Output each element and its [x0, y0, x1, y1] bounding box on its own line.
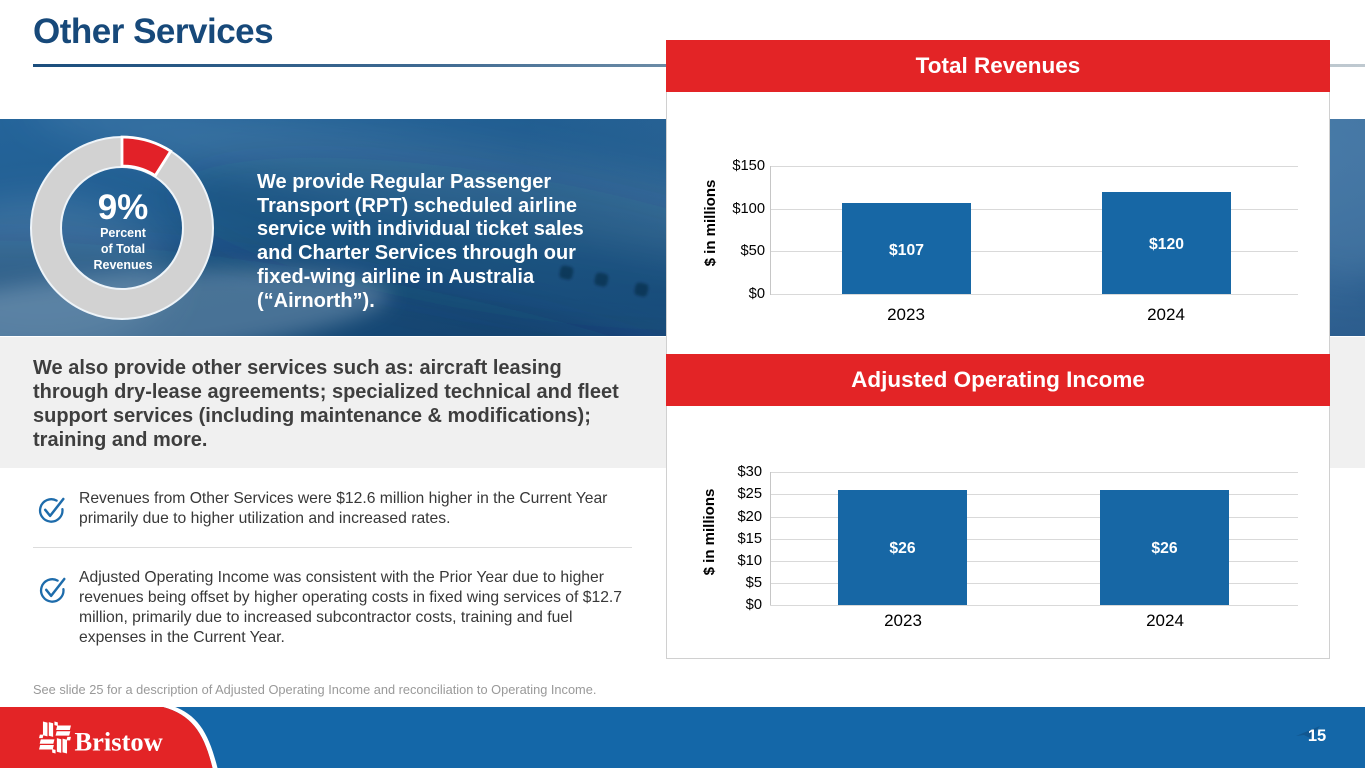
svg-text:Bristow: Bristow [75, 727, 163, 757]
svg-text:Revenues: Revenues [93, 258, 152, 272]
svg-text:9%: 9% [98, 188, 149, 227]
svg-text:of Total: of Total [101, 242, 145, 256]
svg-text:Percent: Percent [100, 226, 147, 240]
